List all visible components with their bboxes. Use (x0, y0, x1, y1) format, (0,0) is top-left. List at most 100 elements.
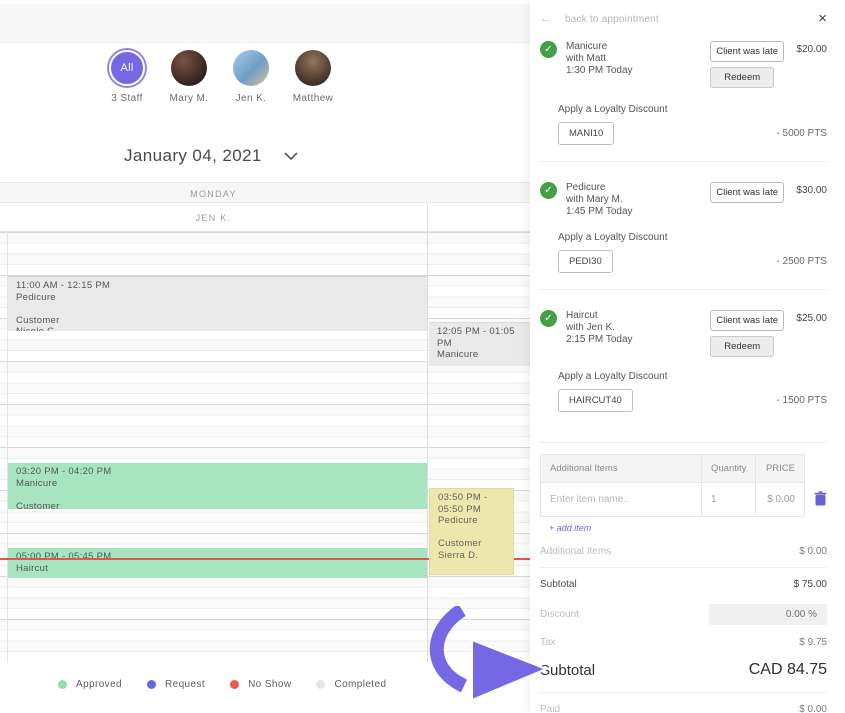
appointment-service: Pedicure (16, 291, 56, 303)
appointment-pedicure-11am[interactable]: 11:00 AM - 12:15 PM Pedicure Customer Ni… (8, 276, 427, 331)
appointment-customer-label: Customer (16, 500, 60, 510)
all-staff-avatar[interactable]: All (109, 50, 145, 86)
divider (540, 289, 827, 290)
loyalty-discount-label: Apply a Loyalty Discount (558, 232, 668, 243)
staff-column-label: JEN K. (195, 213, 232, 223)
summary-label: Paid (540, 704, 561, 713)
legend-label: Request (165, 679, 206, 690)
loyalty-code-row: PEDI30 - 2500 PTS (558, 250, 827, 273)
appointment-manicure-1205pm[interactable]: 12:05 PM - 01:05 PM Manicure Customer (429, 322, 530, 366)
additional-items-table: Additional Items Quantity PRICE 1 $ 0.00 (540, 454, 805, 517)
appointment-customer: Nicole C. (16, 326, 427, 331)
loyalty-code-chip[interactable]: HAIRCUT40 (558, 389, 633, 412)
service-info: Haircut with Jen K. 2:15 PM Today (566, 310, 633, 346)
staff-filter-row: All 3 Staff Mary M. Jen K. Matthew (104, 50, 336, 104)
service-name: Haircut (566, 310, 598, 321)
staff-filter-jen[interactable]: Jen K. (228, 50, 274, 104)
summary-label: Discount (540, 609, 579, 620)
appointment-service: Haircut (16, 562, 49, 574)
service-staff: with Mary M. (566, 194, 623, 205)
mary-avatar[interactable] (171, 50, 207, 86)
loyalty-code-row: HAIRCUT40 - 1500 PTS (558, 389, 827, 412)
summary-discount: Discount 0.00 % (540, 604, 827, 625)
loyalty-discount-label: Apply a Loyalty Discount (558, 371, 668, 382)
legend-label: No Show (248, 679, 292, 690)
trash-icon[interactable] (814, 491, 827, 506)
service-staff: with Matt (566, 53, 607, 64)
summary-additional-items: Additional Items $ 0.00 (540, 546, 827, 557)
loyalty-code-chip[interactable]: PEDI30 (558, 250, 613, 273)
appointment-haircut-5pm[interactable]: 05:00 PM - 05:45 PM Haircut (8, 548, 427, 578)
appointment-time: 12:05 PM - 01:05 PM (437, 326, 515, 349)
discount-input[interactable]: 0.00 % (709, 604, 827, 625)
staff-filter-all[interactable]: All 3 Staff (104, 50, 150, 104)
loyalty-code-row: MANI10 - 5000 PTS (558, 122, 827, 145)
service-staff: with Jen K. (566, 322, 615, 333)
redeem-button[interactable]: Redeem (710, 336, 775, 357)
checkout-panel: ← back to appointment × ✓ Manicure with … (530, 0, 845, 713)
back-arrow-icon[interactable]: ← (540, 13, 551, 25)
appointment-service: Manicure (16, 477, 58, 489)
matthew-avatar[interactable] (295, 50, 331, 86)
divider (540, 692, 827, 693)
close-icon[interactable]: × (818, 10, 827, 27)
current-time-indicator (0, 558, 530, 560)
date-selector[interactable]: January 04, 2021 (124, 146, 298, 166)
item-quantity-input[interactable]: 1 (701, 482, 756, 516)
client-was-late-button[interactable]: Client was late (710, 310, 784, 331)
chevron-down-icon[interactable] (284, 152, 298, 160)
legend-no-show: No Show (230, 679, 291, 690)
item-name-input[interactable] (550, 494, 690, 505)
divider (540, 567, 827, 568)
check-circle-icon: ✓ (540, 41, 557, 58)
grid-left-border (7, 232, 8, 662)
appointment-service: Manicure (437, 349, 479, 360)
additional-items-section: Additional Items Quantity PRICE 1 $ 0.00 (540, 443, 827, 517)
panel-header: ← back to appointment × (540, 0, 827, 27)
client-was-late-button[interactable]: Client was late (710, 182, 784, 203)
service-time: 1:30 PM Today (566, 65, 633, 76)
no-show-dot-icon (230, 680, 240, 689)
staff-filter-matthew[interactable]: Matthew (290, 50, 336, 104)
summary-value: $ 75.00 (793, 579, 827, 590)
staff-filter-mary[interactable]: Mary M. (166, 50, 212, 104)
item-price-value[interactable]: $ 0.00 (756, 482, 804, 516)
day-header-label: MONDAY (190, 189, 237, 199)
status-legend: Approved Request No Show Completed (58, 679, 386, 690)
all-staff-caption: 3 Staff (111, 93, 143, 104)
summary-value: $ 9.75 (799, 637, 827, 648)
add-item-link[interactable]: + add item (549, 523, 592, 533)
appointment-manicure-320pm[interactable]: 03:20 PM - 04:20 PM Manicure Customer (8, 463, 427, 509)
loyalty-code-chip[interactable]: MANI10 (558, 122, 615, 145)
table-header-row: Additional Items Quantity PRICE (541, 455, 804, 482)
loyalty-points: - 5000 PTS (776, 128, 827, 139)
loyalty-points: - 1500 PTS (776, 395, 827, 406)
back-to-appointment-link[interactable]: back to appointment (565, 13, 659, 25)
appointment-time: 11:00 AM - 12:15 PM (16, 280, 111, 291)
staff-name-label: Matthew (292, 93, 334, 104)
appointment-customer-label: Customer (438, 538, 482, 549)
service-row-pedicure: ✓ Pedicure with Mary M. 1:45 PM Today Cl… (540, 182, 827, 218)
column-header-price: PRICE (765, 463, 795, 474)
appointment-customer: Sierra D. (438, 549, 479, 561)
client-was-late-button[interactable]: Client was late (710, 41, 784, 62)
service-row-manicure: ✓ Manicure with Matt 1:30 PM Today Clien… (540, 41, 827, 88)
request-dot-icon (147, 680, 157, 689)
appointment-pedicure-350pm[interactable]: 03:50 PM - 05:50 PM Pedicure Customer Si… (429, 488, 514, 575)
service-price: $20.00 (796, 44, 827, 55)
legend-approved: Approved (58, 679, 122, 690)
service-info: Manicure with Matt 1:30 PM Today (566, 41, 633, 77)
jen-avatar[interactable] (233, 50, 269, 86)
redeem-button[interactable]: Redeem (710, 67, 775, 88)
check-circle-icon: ✓ (540, 182, 557, 199)
summary-value: CAD 84.75 (748, 661, 827, 678)
summary-subtotal: Subtotal $ 75.00 (540, 579, 827, 590)
appointment-service: Pedicure (438, 515, 478, 526)
summary-label: Tax (540, 637, 556, 648)
date-label: January 04, 2021 (124, 146, 262, 165)
appointment-time: 05:00 PM - 05:45 PM (16, 551, 112, 562)
service-price: $30.00 (796, 185, 827, 196)
completed-dot-icon (316, 680, 326, 689)
check-circle-icon: ✓ (540, 310, 557, 327)
